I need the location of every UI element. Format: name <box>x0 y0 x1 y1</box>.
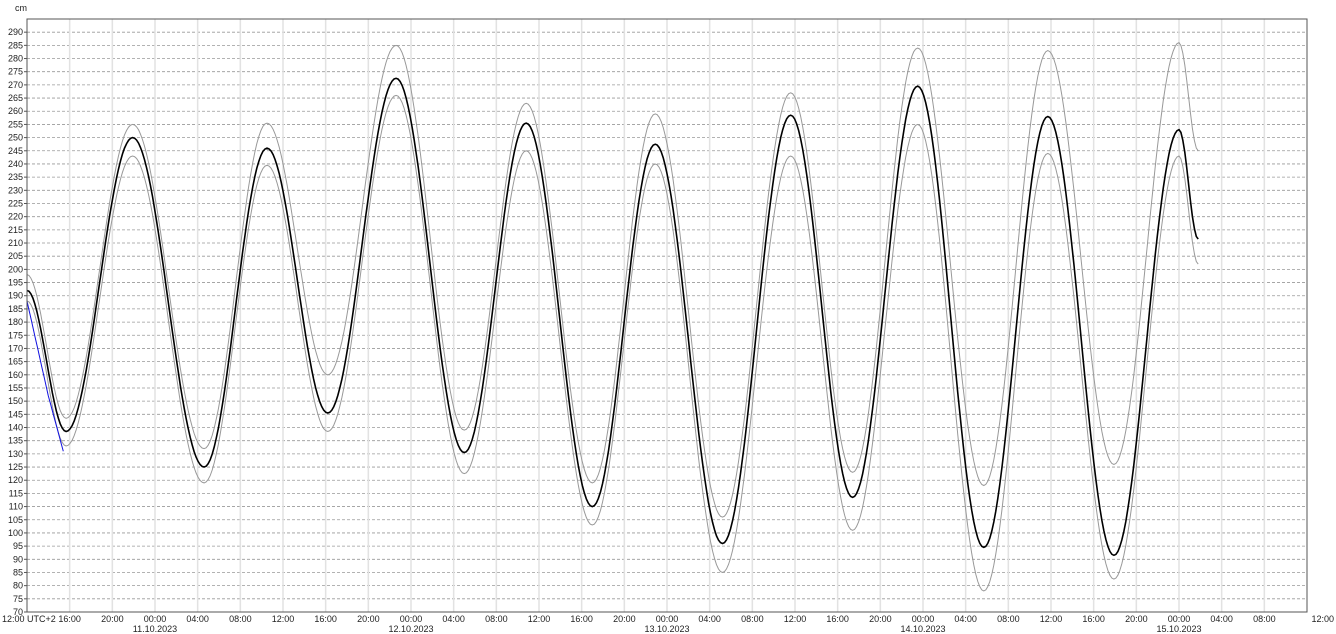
series-line-3 <box>26 300 64 452</box>
y-tick-label: 245 <box>8 146 23 156</box>
y-tick-label: 135 <box>8 436 23 446</box>
x-tick-label: 08:00 <box>229 614 252 624</box>
y-tick-label: 90 <box>13 554 23 564</box>
y-axis: 70 75 80 85 90 95 100 105 110 115 120 125 130 135 140 1… <box>8 27 27 617</box>
y-tick-label: 75 <box>13 594 23 604</box>
y-tick-label: 195 <box>8 278 23 288</box>
x-tick-label: 08:00 <box>741 614 764 624</box>
x-tick-label: 16:00 <box>314 614 337 624</box>
x-tick-label: 12:00 <box>784 614 807 624</box>
x-tick-label: 16:00 <box>570 614 593 624</box>
y-tick-label: 165 <box>8 357 23 367</box>
y-tick-label: 260 <box>8 106 23 116</box>
x-tick-label: 12:00 <box>1311 614 1334 624</box>
plot-frame <box>26 18 1308 613</box>
y-tick-label: 280 <box>8 54 23 64</box>
y-tick-label: 80 <box>13 581 23 591</box>
x-tick-label: 20:00 <box>357 614 380 624</box>
x-tick-label: 04:00 <box>1210 614 1233 624</box>
y-tick-label: 240 <box>8 159 23 169</box>
y-tick-label: 100 <box>8 528 23 538</box>
x-axis: 12:00 UTC+2 16:00 20:00 00:0011.10.202304:0… <box>2 614 1334 634</box>
y-tick-label: 290 <box>8 27 23 37</box>
x-date-label: 15.10.2023 <box>1156 624 1201 634</box>
y-tick-label: 190 <box>8 291 23 301</box>
y-tick-label: 170 <box>8 343 23 353</box>
y-tick-label: 160 <box>8 370 23 380</box>
y-tick-label: 255 <box>8 119 23 129</box>
x-tick-label: 00:00 <box>912 614 935 624</box>
x-tick-label: 04:00 <box>954 614 977 624</box>
x-tick-label: 16:00 <box>1082 614 1105 624</box>
y-tick-label: 180 <box>8 317 23 327</box>
x-tick-label: 20:00 <box>613 614 636 624</box>
y-tick-label: 235 <box>8 172 23 182</box>
y-tick-label: 175 <box>8 330 23 340</box>
x-tick-label: 00:00 <box>656 614 679 624</box>
y-tick-label: 150 <box>8 396 23 406</box>
y-tick-label: 205 <box>8 251 23 261</box>
y-tick-label: 70 <box>13 607 23 617</box>
x-tick-label: 20:00 <box>869 614 892 624</box>
series-lines <box>26 42 1199 592</box>
x-tick-label: 08:00 <box>485 614 508 624</box>
y-tick-label: 220 <box>8 212 23 222</box>
x-date-label: 14.10.2023 <box>900 624 945 634</box>
x-tick-label: 08:00 <box>1253 614 1276 624</box>
x-tick-label: 00:00 <box>400 614 423 624</box>
y-tick-label: 130 <box>8 449 23 459</box>
x-date-label: 11.10.2023 <box>133 624 177 634</box>
x-tick-label: 00:00 <box>144 614 167 624</box>
x-date-label: 13.10.2023 <box>644 624 689 634</box>
y-tick-label: 210 <box>8 238 23 248</box>
x-tick-label: 20:00 <box>1125 614 1148 624</box>
x-tick-label: 04:00 <box>698 614 721 624</box>
x-tick-label: 12:00 <box>272 614 295 624</box>
y-tick-label: 140 <box>8 423 23 433</box>
series-line-0 <box>26 42 1199 518</box>
series-line-1 <box>26 94 1199 592</box>
x-tick-label: 12:00 <box>528 614 551 624</box>
y-tick-label: 225 <box>8 198 23 208</box>
y-tick-label: 200 <box>8 264 23 274</box>
y-tick-label: 115 <box>9 488 23 498</box>
x-tick-label: 04:00 <box>442 614 465 624</box>
x-tick-label: 04:00 <box>186 614 209 624</box>
y-tick-label: 95 <box>13 541 23 551</box>
y-tick-label: 110 <box>9 502 23 512</box>
grid <box>27 19 1307 613</box>
y-tick-label: 275 <box>8 67 23 77</box>
y-axis-label: cm <box>15 3 27 13</box>
x-tick-label: 16:00 <box>58 614 81 624</box>
y-tick-label: 125 <box>8 462 23 472</box>
x-date-label: 12.10.2023 <box>388 624 433 634</box>
series-line-2 <box>26 77 1199 557</box>
x-tick-label: 12:00 <box>1040 614 1063 624</box>
y-tick-label: 215 <box>8 225 23 235</box>
y-tick-label: 145 <box>8 409 23 419</box>
y-tick-label: 120 <box>8 475 23 485</box>
y-tick-label: 185 <box>8 304 23 314</box>
x-tick-label: 00:00 <box>1168 614 1191 624</box>
y-tick-label: 105 <box>8 515 23 525</box>
x-tick-label: 12:00 UTC+2 <box>2 614 56 624</box>
y-tick-label: 155 <box>8 383 23 393</box>
y-tick-label: 250 <box>8 133 23 143</box>
y-tick-label: 230 <box>8 185 23 195</box>
x-tick-label: 08:00 <box>997 614 1020 624</box>
y-tick-label: 285 <box>8 40 23 50</box>
y-tick-label: 265 <box>8 93 23 103</box>
x-tick-label: 20:00 <box>101 614 124 624</box>
y-tick-label: 270 <box>8 80 23 90</box>
y-tick-label: 85 <box>13 567 23 577</box>
x-tick-label: 16:00 <box>826 614 849 624</box>
